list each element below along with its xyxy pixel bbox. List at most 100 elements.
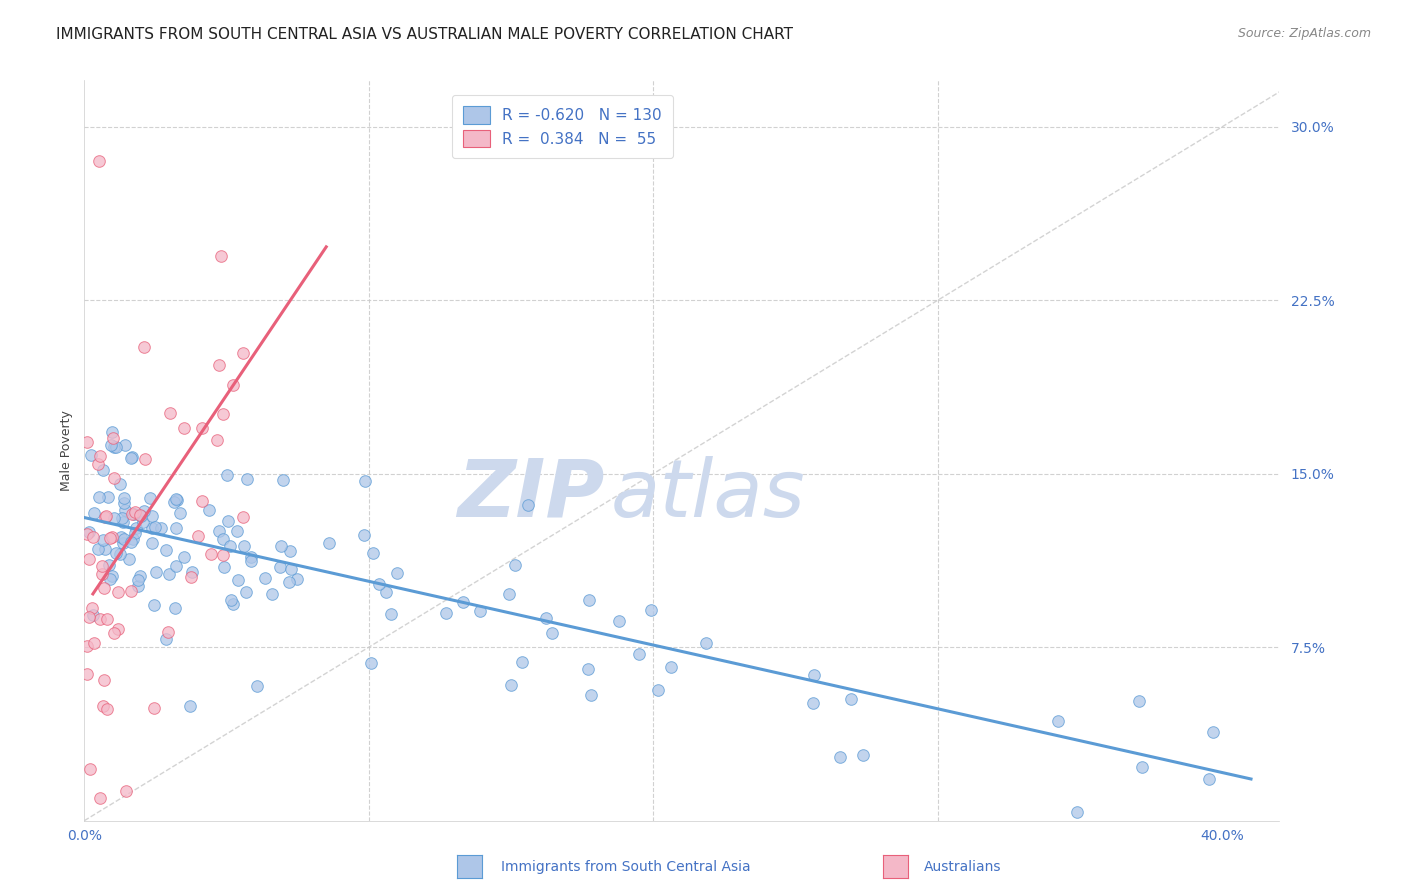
Point xyxy=(1128,694,1150,708)
Point xyxy=(451,595,474,609)
Point xyxy=(852,747,875,762)
Point xyxy=(82,608,104,623)
Point xyxy=(217,515,239,529)
Point xyxy=(124,505,146,519)
Text: IMMIGRANTS FROM SOUTH CENTRAL ASIA VS AUSTRALIAN MALE POVERTY CORRELATION CHART: IMMIGRANTS FROM SOUTH CENTRAL ASIA VS AU… xyxy=(56,27,793,42)
Point xyxy=(179,698,201,713)
Point xyxy=(96,702,118,716)
Point xyxy=(83,506,105,520)
Point xyxy=(166,493,188,508)
Point xyxy=(205,433,228,447)
Point xyxy=(98,558,121,572)
Point xyxy=(83,636,105,650)
Point xyxy=(80,448,103,462)
Point xyxy=(353,527,375,541)
Point xyxy=(134,504,156,518)
Point xyxy=(110,530,132,544)
Point xyxy=(173,421,195,435)
Point xyxy=(91,559,114,574)
Point xyxy=(125,521,148,535)
Point xyxy=(240,549,263,564)
Point xyxy=(77,552,100,566)
Point xyxy=(94,508,117,523)
Point xyxy=(134,451,156,466)
Point xyxy=(190,494,212,508)
Point xyxy=(76,527,98,541)
Point xyxy=(101,425,124,439)
Point xyxy=(1066,805,1088,819)
Point xyxy=(1201,725,1223,739)
Point xyxy=(278,574,301,589)
Point xyxy=(581,688,603,702)
Point xyxy=(607,614,630,628)
Point xyxy=(246,679,269,693)
Point xyxy=(141,535,163,549)
Point xyxy=(100,568,122,582)
Point xyxy=(218,540,240,554)
Point xyxy=(111,515,134,529)
Point xyxy=(280,562,302,576)
Point xyxy=(354,474,377,488)
Point xyxy=(541,626,564,640)
Point xyxy=(219,593,242,607)
Point xyxy=(235,584,257,599)
Text: ZIP: ZIP xyxy=(457,456,605,534)
Point xyxy=(226,524,249,539)
Point xyxy=(89,790,111,805)
Point xyxy=(124,525,146,540)
Point xyxy=(118,551,141,566)
Y-axis label: Male Poverty: Male Poverty xyxy=(60,410,73,491)
Point xyxy=(76,640,98,654)
Point xyxy=(269,560,291,574)
Point xyxy=(212,532,235,546)
Point xyxy=(498,587,520,601)
Point xyxy=(501,678,523,692)
Point xyxy=(93,581,115,595)
Point xyxy=(98,531,121,545)
Point xyxy=(131,509,153,524)
Point xyxy=(640,602,662,616)
Point xyxy=(120,583,142,598)
Point xyxy=(115,784,138,798)
Point xyxy=(91,533,114,547)
Point xyxy=(830,750,852,764)
Point xyxy=(367,576,389,591)
Point xyxy=(578,593,600,607)
Point xyxy=(278,543,301,558)
Point xyxy=(139,491,162,506)
Point xyxy=(165,521,187,535)
Point xyxy=(212,407,235,421)
Point xyxy=(96,611,118,625)
Point xyxy=(142,598,165,612)
Point xyxy=(97,491,120,505)
Point xyxy=(112,536,135,550)
Point xyxy=(647,683,669,698)
Point xyxy=(156,625,179,640)
Point xyxy=(86,458,108,472)
Point xyxy=(803,667,825,681)
Point xyxy=(236,472,259,486)
Point xyxy=(94,510,117,524)
Point xyxy=(198,502,221,516)
Point xyxy=(209,249,232,263)
Point xyxy=(132,340,155,354)
Point xyxy=(801,696,824,710)
Point xyxy=(232,346,254,360)
Point xyxy=(105,545,128,559)
Point xyxy=(76,667,98,681)
Point xyxy=(628,648,651,662)
Point xyxy=(82,600,104,615)
Point xyxy=(100,438,122,452)
Point xyxy=(127,579,149,593)
Point xyxy=(187,529,209,543)
Point xyxy=(221,597,243,611)
Point xyxy=(510,655,533,669)
Point xyxy=(318,536,340,550)
Point xyxy=(232,510,254,524)
Point xyxy=(162,494,184,508)
Point xyxy=(111,510,134,524)
Point xyxy=(434,606,457,620)
Point xyxy=(468,604,491,618)
Point xyxy=(93,673,115,687)
Point xyxy=(89,612,111,626)
